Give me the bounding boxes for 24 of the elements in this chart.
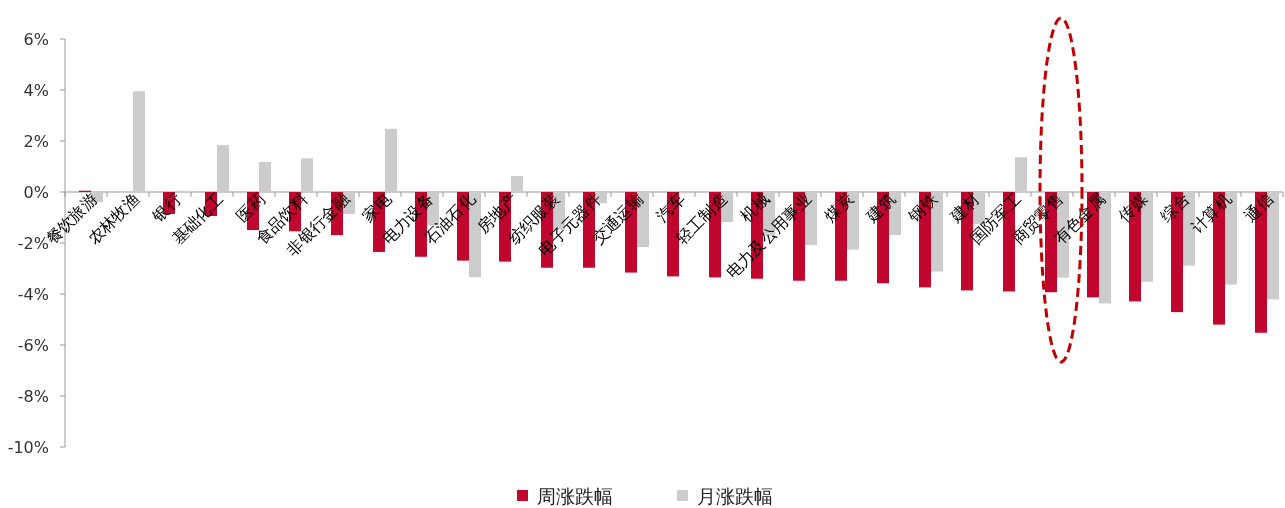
bar [301,158,313,192]
bar [385,128,397,192]
x-tick-label: 煤炭 [820,189,857,226]
y-tick-label: -6% [17,336,49,355]
y-tick-label: 0% [23,183,49,202]
x-tick-label: 通信 [1240,189,1277,226]
x-tick-label: 医药 [232,189,269,226]
bar [511,175,523,192]
legend-label: 周涨跌幅 [537,485,613,507]
x-tick-label: 传媒 [1114,189,1151,226]
bar [217,145,229,192]
legend-label: 月涨跌幅 [697,485,773,507]
y-tick-label: -8% [17,387,49,406]
y-tick-label: 6% [23,30,49,49]
x-tick-label: 建筑 [862,189,899,227]
y-tick-label: 2% [23,132,49,151]
y-tick-label: -4% [17,285,49,304]
bar [259,161,271,192]
bar [133,91,145,192]
x-tick-label: 家电 [358,189,395,226]
bar [1015,157,1027,192]
y-tick-label: -10% [7,438,49,457]
y-tick-label: 4% [23,81,49,100]
x-tick-label: 钢铁 [904,189,941,227]
